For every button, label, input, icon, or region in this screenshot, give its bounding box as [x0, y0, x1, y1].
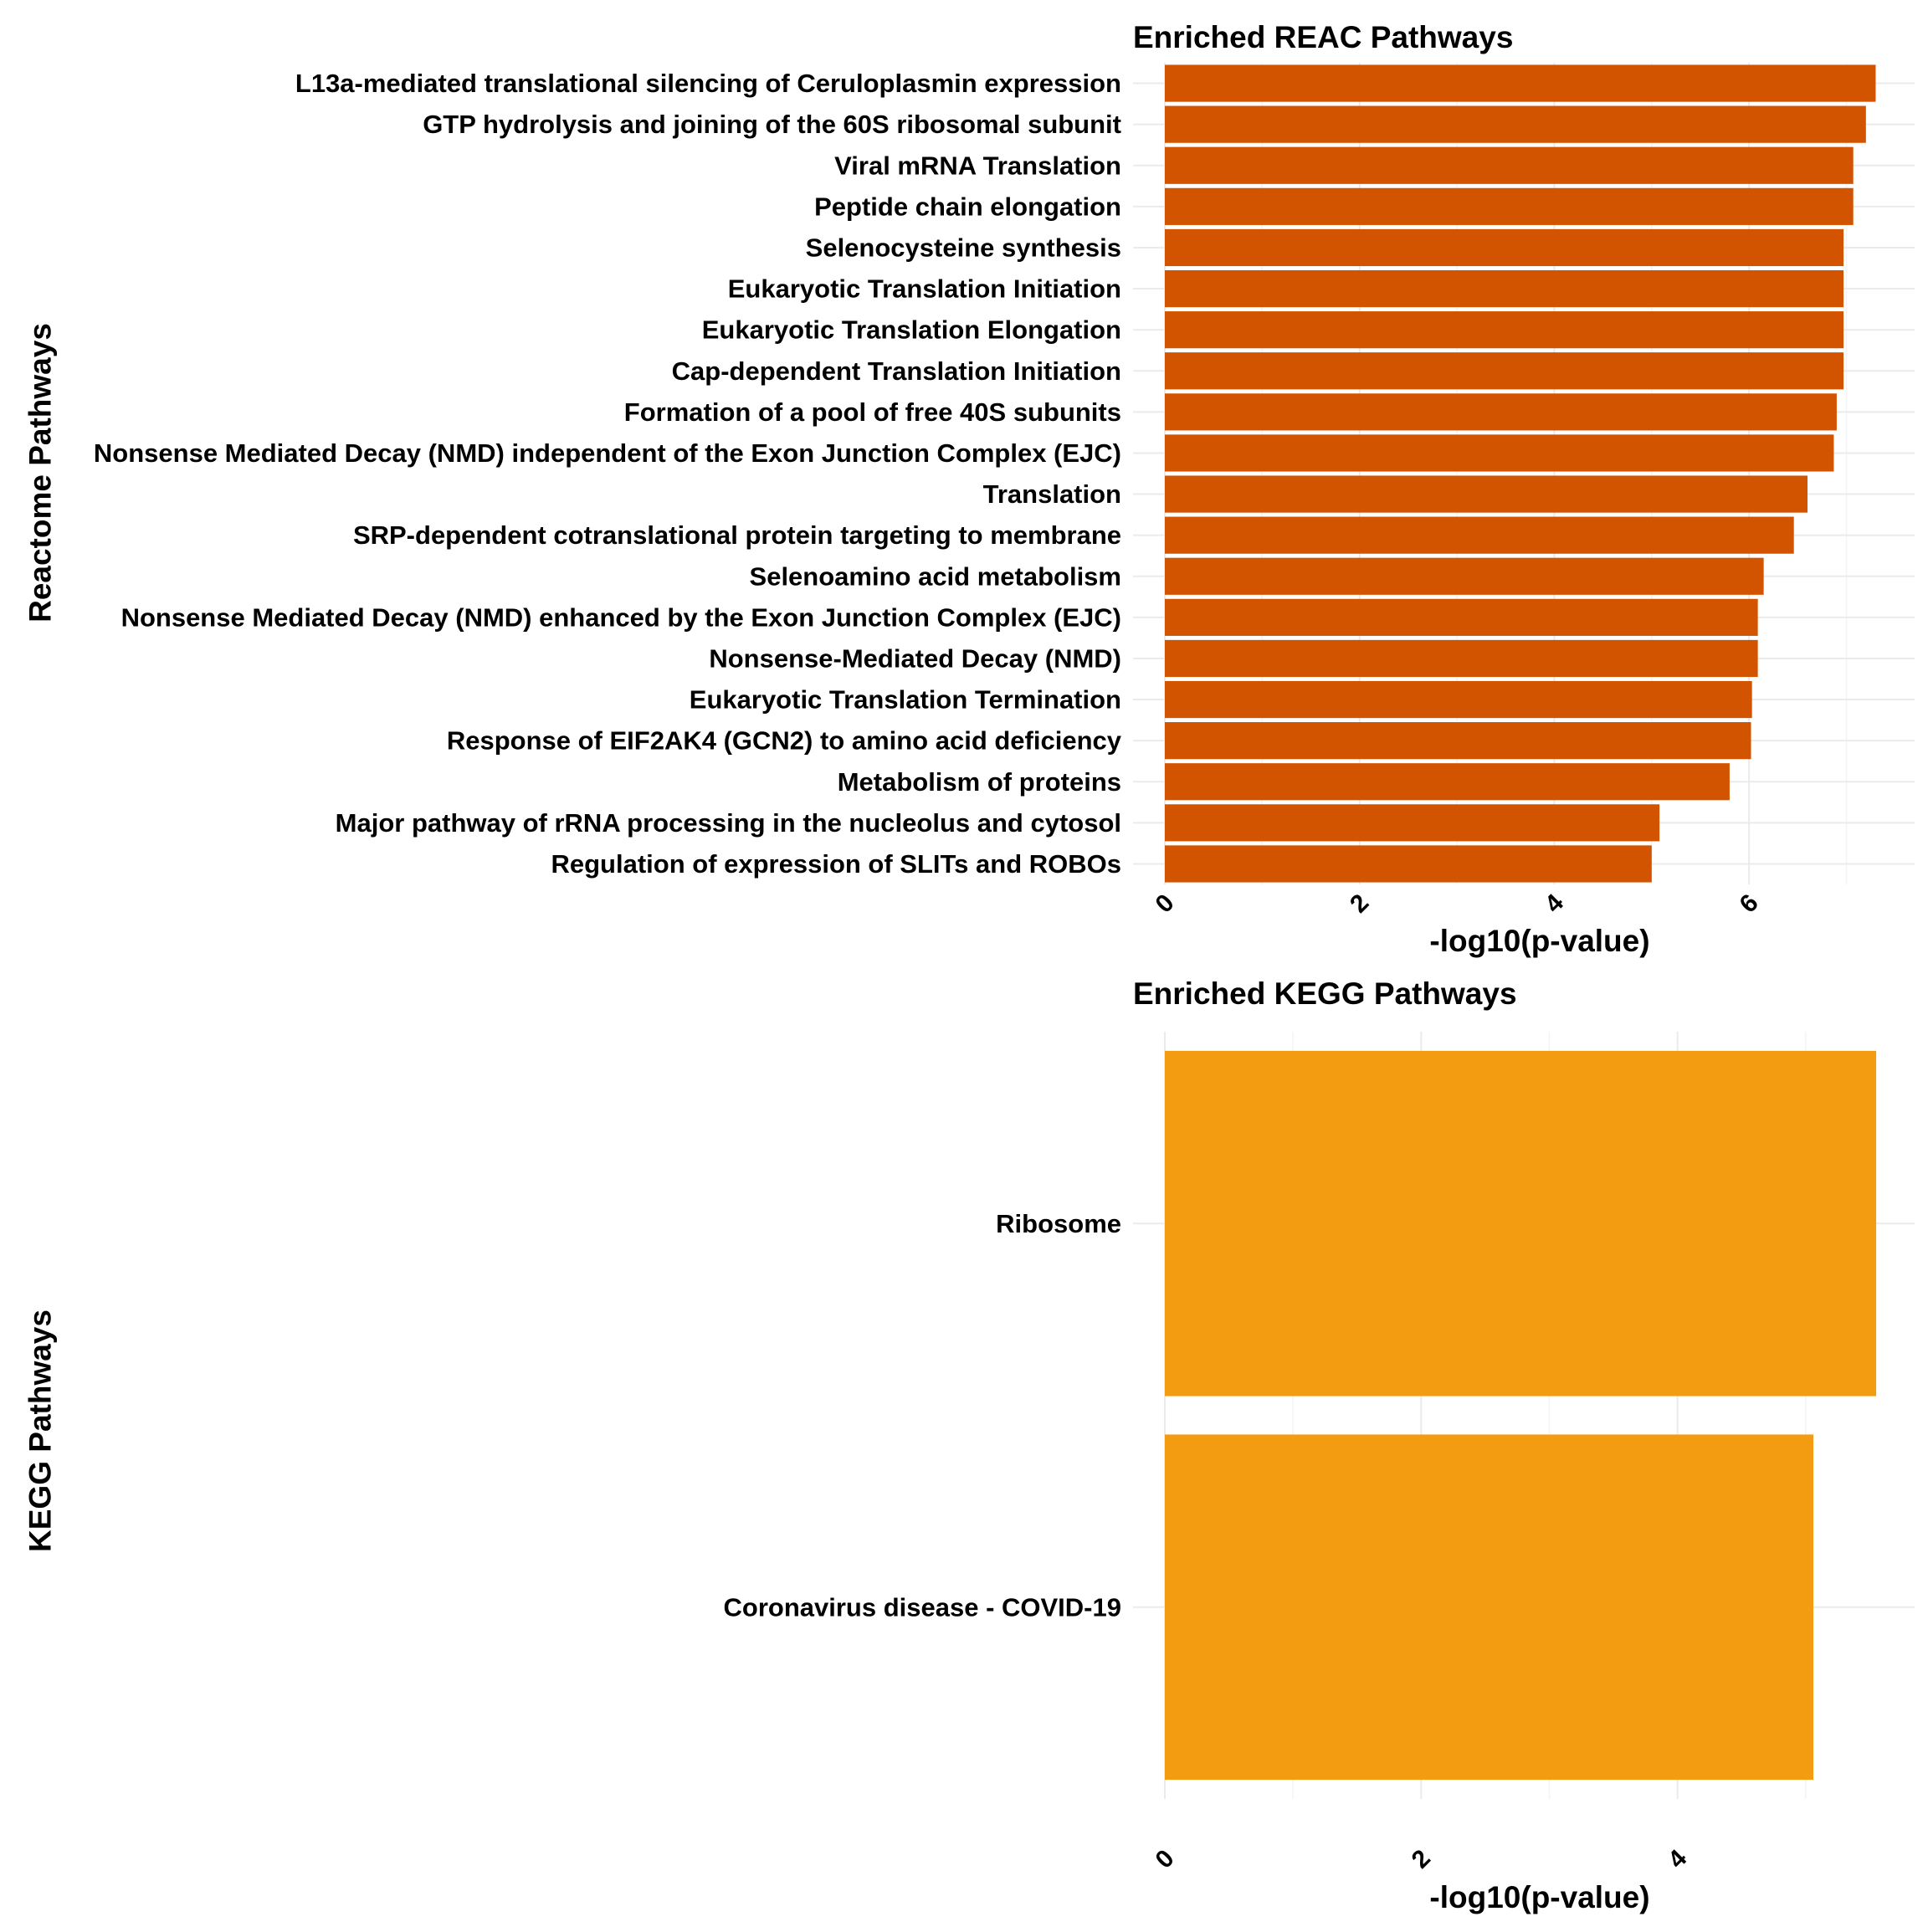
bar [1165, 269, 1844, 308]
bar [1165, 763, 1730, 801]
bar [1165, 393, 1837, 431]
bar [1165, 804, 1660, 842]
bar [1165, 680, 1752, 719]
bar [1165, 311, 1844, 349]
chart-panel-1: Ribosome Coronavirus disease - COVID-19 0 2… [23, 976, 1915, 1914]
category-label: Peptide chain elongation [814, 192, 1121, 221]
bar [1165, 1050, 1877, 1396]
bar [1165, 352, 1844, 390]
category-label: Selenoamino acid metabolism [750, 561, 1121, 591]
x-axis-title: -log10(p-value) [1429, 924, 1649, 958]
category-label: Eukaryotic Translation Termination [690, 685, 1121, 715]
chart-title: Enriched REAC Pathways [1133, 20, 1513, 54]
bar [1165, 475, 1808, 513]
category-label: SRP-dependent cotranslational protein ta… [353, 520, 1121, 550]
category-label: Regulation of expression of SLITs and RO… [551, 849, 1121, 879]
category-label: Eukaryotic Translation Initiation [728, 274, 1121, 304]
bar [1165, 557, 1764, 595]
x-tick-label: 2 [1407, 1844, 1436, 1873]
category-label: Eukaryotic Translation Elongation [702, 315, 1121, 345]
bar [1165, 228, 1844, 267]
x-axis-title: -log10(p-value) [1429, 1880, 1649, 1914]
bar [1165, 516, 1794, 554]
bar [1165, 434, 1834, 472]
bar [1165, 598, 1758, 636]
y-axis-title: Reactome Pathways [23, 323, 58, 623]
bar [1165, 64, 1876, 102]
x-tick-label: 4 [1540, 889, 1569, 918]
x-tick-label: 6 [1735, 889, 1764, 918]
bar [1165, 845, 1652, 883]
chart-panel-0: L13a-mediated translational silencing of… [23, 20, 1915, 958]
bar [1165, 639, 1758, 678]
category-label: L13a-mediated translational silencing of… [295, 69, 1121, 98]
category-label: Nonsense-Mediated Decay (NMD) [709, 643, 1121, 673]
category-label: Formation of a pool of free 40S subunits [624, 397, 1121, 427]
category-label: Translation [983, 479, 1121, 509]
category-label: Coronavirus disease - COVID-19 [724, 1592, 1122, 1622]
category-label: Ribosome [996, 1209, 1121, 1238]
category-label: Metabolism of proteins [838, 767, 1121, 797]
category-label: Major pathway of rRNA processing in the … [336, 808, 1121, 838]
category-label: Nonsense Mediated Decay (NMD) enhanced b… [121, 602, 1121, 632]
chart-title: Enriched KEGG Pathways [1133, 976, 1517, 1011]
category-label: Viral mRNA Translation [834, 151, 1121, 180]
bar [1165, 146, 1854, 184]
bar [1165, 187, 1854, 225]
bar [1165, 1434, 1814, 1781]
y-axis-title: KEGG Pathways [23, 1309, 58, 1552]
category-label: Response of EIF2AK4 (GCN2) to amino acid… [447, 726, 1122, 756]
x-tick-label: 0 [1150, 1844, 1179, 1873]
category-label: GTP hydrolysis and joining of the 60S ri… [423, 110, 1121, 139]
bar [1165, 722, 1751, 760]
category-label: Selenocysteine synthesis [806, 233, 1121, 262]
x-tick-label: 4 [1663, 1844, 1692, 1873]
category-label: Nonsense Mediated Decay (NMD) independen… [94, 438, 1121, 468]
category-label: Cap-dependent Translation Initiation [672, 356, 1121, 386]
x-tick-label: 2 [1345, 889, 1374, 918]
x-tick-label: 0 [1150, 889, 1179, 918]
bar [1165, 105, 1866, 143]
